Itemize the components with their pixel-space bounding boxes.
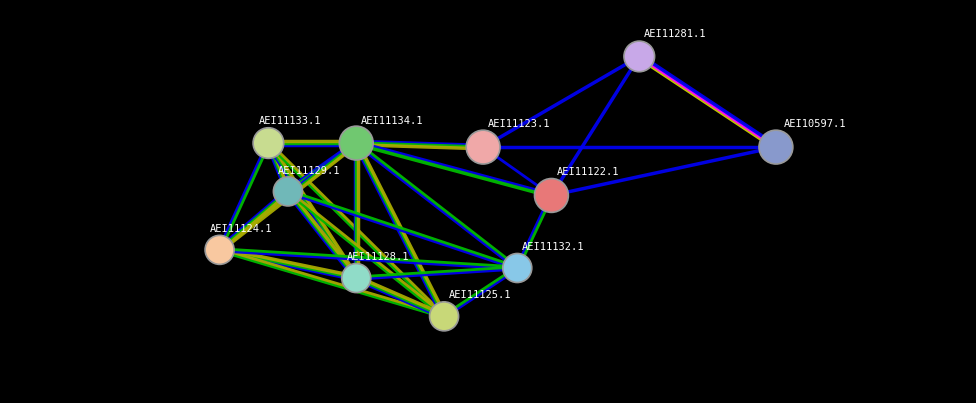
Text: AEI11134.1: AEI11134.1	[361, 116, 424, 126]
Text: AEI11128.1: AEI11128.1	[346, 252, 409, 262]
Text: AEI11124.1: AEI11124.1	[210, 224, 272, 234]
Ellipse shape	[759, 130, 793, 164]
Ellipse shape	[467, 130, 500, 164]
Text: AEI11281.1: AEI11281.1	[644, 29, 707, 39]
Text: AEI11123.1: AEI11123.1	[488, 119, 550, 129]
Ellipse shape	[253, 128, 284, 158]
Text: AEI11122.1: AEI11122.1	[556, 167, 619, 177]
Text: AEI10597.1: AEI10597.1	[784, 119, 846, 129]
Ellipse shape	[273, 177, 303, 206]
Ellipse shape	[535, 179, 568, 212]
Ellipse shape	[342, 264, 371, 293]
Text: AEI11133.1: AEI11133.1	[259, 116, 321, 126]
Ellipse shape	[624, 41, 655, 72]
Ellipse shape	[205, 235, 234, 264]
Text: AEI11132.1: AEI11132.1	[522, 242, 585, 252]
Text: AEI11129.1: AEI11129.1	[278, 166, 341, 176]
Ellipse shape	[503, 253, 532, 283]
Text: AEI11125.1: AEI11125.1	[449, 290, 511, 300]
Ellipse shape	[429, 302, 459, 331]
Ellipse shape	[340, 126, 373, 160]
